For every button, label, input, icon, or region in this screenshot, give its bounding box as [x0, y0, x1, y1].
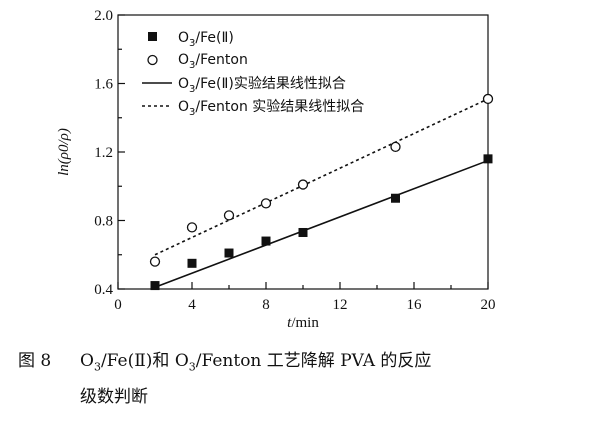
legend-marker-open-circle [147, 54, 158, 66]
plot-frame [117, 14, 489, 290]
caption-text-part3: /Fenton 工艺降解 PVA 的反应 [195, 351, 432, 371]
data-markers [149, 93, 494, 291]
x-tick-label: 16 [407, 297, 423, 313]
x-axis-title-unit: /min [291, 315, 319, 331]
chart: 0 4 8 12 16 20 0.4 0.8 1.2 1.6 2.0 t/min ln(ρ0/ρ)… [56, 8, 496, 331]
point-o3-fe [298, 227, 308, 237]
x-tick-label: 20 [481, 297, 496, 313]
point-o3-fe [187, 258, 197, 268]
legend-label-o3-fe-prefix: O [178, 30, 189, 46]
legend-label-o3-fe-fit-prefix: O [178, 76, 189, 92]
fit-line-3 [154, 98, 489, 256]
legend-label-o3-fe: O3/Fe(Ⅱ) [178, 30, 234, 49]
legend-label-o3-fenton-sub: 3 [189, 60, 195, 71]
point-o3-fe [150, 281, 160, 291]
legend-label-o3-fe-fit: O3/Fe(Ⅱ)实验结果线性拟合 [178, 76, 346, 95]
plot-area-border [117, 14, 489, 290]
figure-caption: 图 8 O3/Fe(Ⅱ)和 O3/Fenton 工艺降解 PVA 的反应 级数判断 [18, 346, 588, 412]
legend-label-o3-fe-fit-sub: 3 [189, 84, 195, 95]
legend-label-o3-fe-fit-suffix: /Fe(Ⅱ)实验结果线性拟合 [195, 76, 345, 92]
legend-label-o3-fe-suffix: /Fe(Ⅱ) [195, 30, 233, 46]
legend-label-o3-fe-sub: 3 [189, 38, 195, 49]
fit-lines [154, 98, 489, 289]
y-tick-label: 2.0 [94, 8, 113, 24]
point-o3-fenton [297, 179, 309, 190]
caption-figure-number: 图 8 [18, 351, 52, 371]
x-tick-label: 4 [188, 297, 196, 313]
x-tick-label: 8 [262, 297, 270, 313]
y-axis-ticks: 0.4 0.8 1.2 1.6 2.0 [94, 8, 125, 298]
legend-marker-filled-square [148, 32, 157, 41]
legend-label-o3-fenton: O3/Fenton [178, 52, 248, 71]
x-tick-label: 0 [114, 297, 122, 313]
point-o3-fe [483, 154, 493, 164]
fit-line-2 [154, 159, 489, 289]
y-tick-label: 1.2 [94, 145, 113, 161]
caption-text-part2: /Fe(Ⅱ)和 O [100, 351, 189, 371]
caption-line-1: 图 8 O3/Fe(Ⅱ)和 O3/Fenton 工艺降解 PVA 的反应 [18, 346, 588, 382]
x-tick-label: 12 [333, 297, 348, 313]
legend-label-o3-fenton-fit-prefix: O [178, 99, 189, 115]
caption-line-2: 级数判断 [80, 387, 148, 408]
legend-label-o3-fenton-suffix: /Fenton [195, 52, 247, 68]
point-o3-fenton [223, 210, 235, 221]
legend: O3/Fe(Ⅱ) O3/Fenton O3/Fe(Ⅱ)实验结果线性拟合 O3/F… [142, 30, 364, 118]
caption-sub-1: 3 [93, 360, 101, 374]
x-axis-ticks: 0 4 8 12 16 20 [114, 282, 496, 313]
point-o3-fe [224, 248, 234, 258]
point-o3-fenton [482, 93, 494, 105]
x-axis-title: t/min [287, 315, 319, 331]
y-tick-label: 0.4 [94, 282, 113, 298]
legend-label-o3-fenton-fit-suffix: /Fenton 实验结果线性拟合 [195, 99, 364, 115]
legend-label-o3-fenton-fit: O3/Fenton 实验结果线性拟合 [178, 99, 364, 118]
x-axis-title-variable: t [287, 315, 292, 331]
point-o3-fe [261, 236, 271, 246]
point-o3-fenton [390, 141, 401, 153]
point-o3-fenton [186, 222, 198, 233]
point-o3-fenton [149, 256, 161, 267]
y-axis-title: ln(ρ0/ρ) [56, 128, 72, 176]
point-o3-fe [391, 193, 400, 203]
y-tick-label: 1.6 [94, 77, 113, 93]
y-tick-label: 0.8 [94, 214, 113, 230]
point-o3-fenton [260, 198, 272, 209]
caption-sub-2: 3 [188, 360, 196, 374]
legend-label-o3-fenton-prefix: O [178, 52, 189, 68]
caption-text-part1: O [80, 351, 94, 371]
legend-label-o3-fenton-fit-sub: 3 [189, 107, 195, 118]
